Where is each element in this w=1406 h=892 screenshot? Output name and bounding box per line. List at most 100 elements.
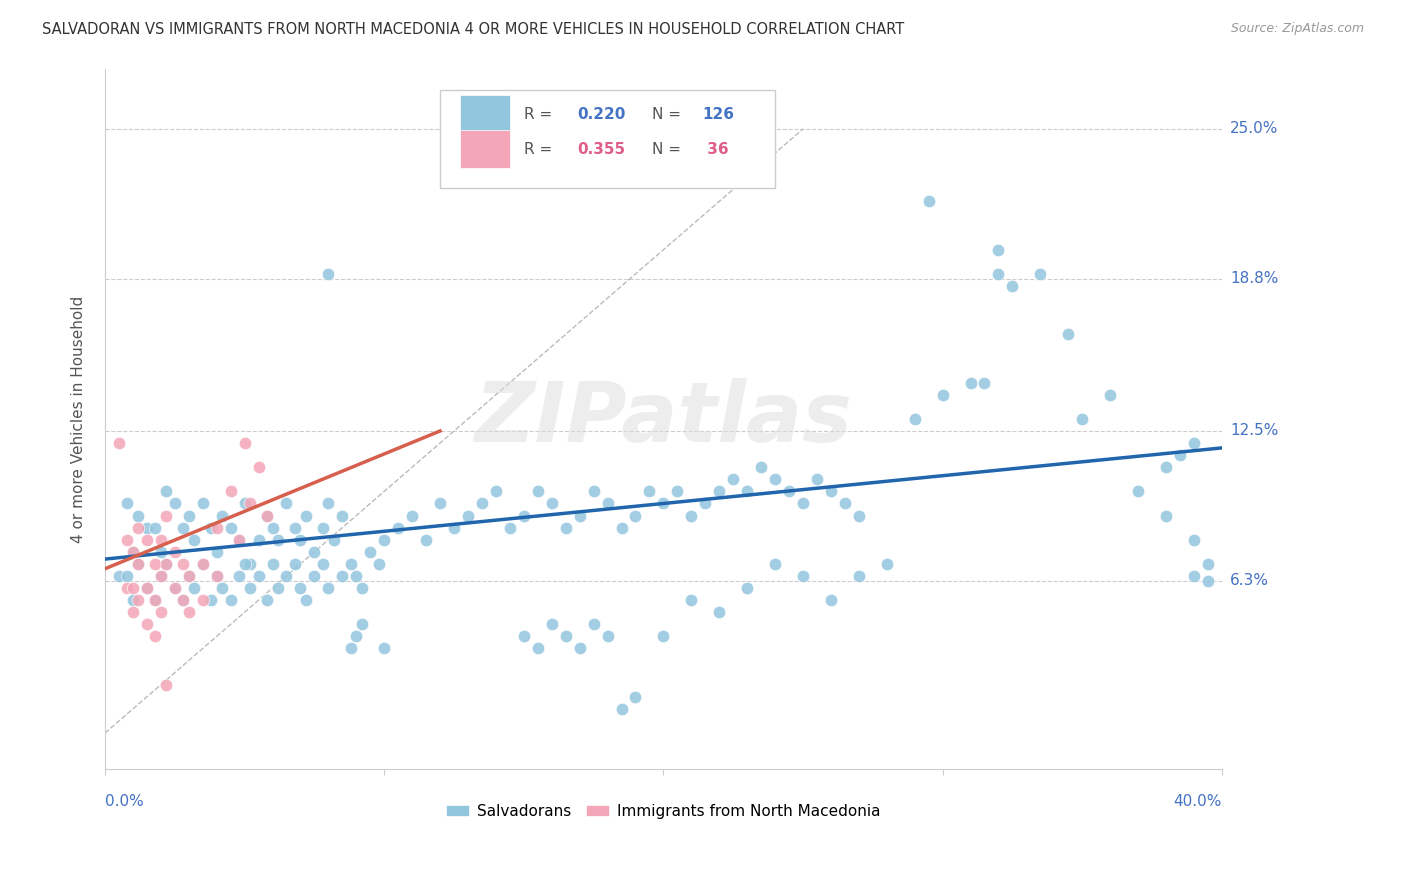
Point: [211, 581, 233, 595]
Point: [256, 593, 278, 607]
Bar: [460, 130, 510, 169]
Point: [135, 617, 157, 632]
Point: [401, 508, 423, 523]
Point: [344, 629, 367, 643]
Point: [239, 557, 262, 571]
Point: [172, 593, 194, 607]
Point: [987, 243, 1010, 257]
Point: [554, 521, 576, 535]
Point: [191, 593, 214, 607]
Point: [1182, 436, 1205, 450]
Point: [149, 533, 172, 547]
Point: [709, 484, 731, 499]
Text: N =: N =: [652, 106, 686, 121]
Point: [122, 605, 145, 619]
Point: [149, 569, 172, 583]
Point: [344, 569, 367, 583]
Point: [959, 376, 981, 390]
Point: [290, 581, 312, 595]
Point: [666, 484, 689, 499]
Point: [513, 629, 536, 643]
Point: [312, 557, 335, 571]
Point: [149, 569, 172, 583]
Text: 36: 36: [703, 142, 730, 157]
Text: 126: 126: [703, 106, 734, 121]
Point: [443, 521, 465, 535]
Point: [128, 508, 150, 523]
Point: [163, 496, 186, 510]
Point: [149, 605, 172, 619]
Point: [205, 569, 228, 583]
Point: [540, 617, 562, 632]
Point: [233, 496, 256, 510]
Text: 0.0%: 0.0%: [105, 794, 143, 809]
Point: [367, 557, 389, 571]
Point: [373, 641, 395, 656]
Point: [155, 557, 177, 571]
Point: [1057, 327, 1080, 342]
Point: [526, 641, 548, 656]
Point: [1182, 533, 1205, 547]
Point: [143, 593, 166, 607]
Point: [931, 388, 953, 402]
Point: [262, 521, 284, 535]
Point: [200, 593, 222, 607]
Point: [749, 460, 772, 475]
Point: [183, 533, 205, 547]
Point: [117, 496, 139, 510]
Point: [122, 545, 145, 559]
Point: [471, 496, 494, 510]
Point: [228, 533, 250, 547]
Point: [1168, 448, 1191, 462]
Point: [284, 557, 307, 571]
Point: [917, 194, 939, 209]
Point: [276, 496, 298, 510]
Point: [191, 557, 214, 571]
Point: [135, 581, 157, 595]
Point: [205, 545, 228, 559]
Point: [610, 702, 633, 716]
Point: [1029, 267, 1052, 281]
Point: [256, 508, 278, 523]
Point: [568, 641, 591, 656]
Point: [108, 569, 131, 583]
Point: [177, 569, 200, 583]
Point: [1197, 557, 1219, 571]
Point: [239, 581, 262, 595]
Point: [108, 436, 131, 450]
Point: [387, 521, 409, 535]
Point: [122, 593, 145, 607]
Point: [792, 496, 814, 510]
Point: [200, 521, 222, 535]
Point: [330, 569, 353, 583]
Point: [143, 521, 166, 535]
Point: [973, 376, 995, 390]
Point: [820, 484, 842, 499]
Point: [339, 641, 361, 656]
Point: [1001, 279, 1024, 293]
Point: [191, 557, 214, 571]
Point: [267, 581, 290, 595]
Point: [848, 569, 870, 583]
Point: [350, 581, 373, 595]
Point: [318, 267, 340, 281]
Point: [247, 569, 270, 583]
Point: [820, 593, 842, 607]
Point: [155, 557, 177, 571]
Point: [155, 508, 177, 523]
Point: [339, 557, 361, 571]
Point: [499, 521, 522, 535]
Point: [596, 496, 619, 510]
Point: [1126, 484, 1149, 499]
Point: [596, 629, 619, 643]
Point: [233, 436, 256, 450]
Point: [582, 617, 605, 632]
Point: [143, 557, 166, 571]
Text: 18.8%: 18.8%: [1230, 271, 1278, 286]
Point: [177, 569, 200, 583]
Point: [205, 521, 228, 535]
Point: [295, 593, 318, 607]
Point: [323, 533, 346, 547]
Point: [652, 629, 675, 643]
Point: [219, 484, 242, 499]
